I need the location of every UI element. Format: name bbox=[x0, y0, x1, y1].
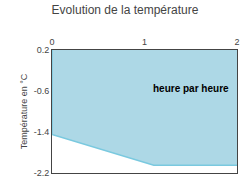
svg-text:0: 0 bbox=[49, 37, 54, 47]
svg-text:Evolution de la température: Evolution de la température bbox=[52, 3, 199, 17]
svg-text:-0.6: -0.6 bbox=[34, 86, 50, 96]
svg-text:-1.4: -1.4 bbox=[34, 127, 50, 137]
svg-text:0.2: 0.2 bbox=[37, 45, 50, 55]
svg-text:Température en °C: Température en °C bbox=[19, 73, 29, 149]
svg-text:2: 2 bbox=[234, 37, 239, 47]
svg-text:-2.2: -2.2 bbox=[34, 168, 50, 178]
svg-text:1: 1 bbox=[142, 37, 147, 47]
svg-text:heure par heure: heure par heure bbox=[153, 83, 229, 94]
